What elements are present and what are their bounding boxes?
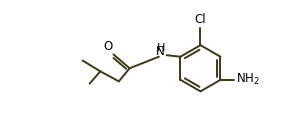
Text: O: O <box>103 40 113 53</box>
Text: Cl: Cl <box>195 13 206 26</box>
Text: N: N <box>156 45 165 58</box>
Text: NH$_2$: NH$_2$ <box>236 72 260 87</box>
Text: H: H <box>157 43 165 53</box>
